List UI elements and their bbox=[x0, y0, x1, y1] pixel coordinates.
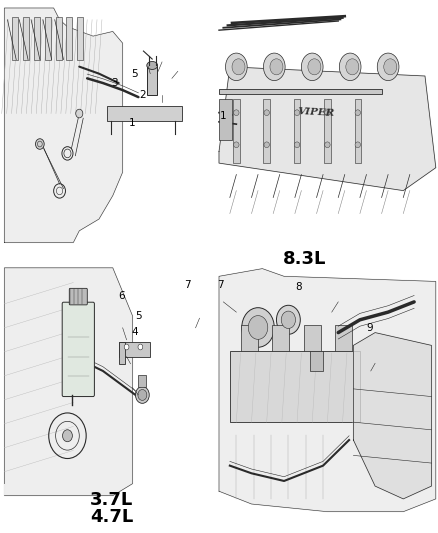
Ellipse shape bbox=[264, 142, 269, 148]
Polygon shape bbox=[4, 8, 123, 243]
Bar bbox=[263, 99, 270, 163]
Bar bbox=[23, 18, 29, 60]
Bar bbox=[67, 18, 72, 60]
Ellipse shape bbox=[355, 110, 360, 116]
Bar bbox=[219, 99, 232, 140]
Polygon shape bbox=[219, 67, 436, 191]
Bar bbox=[107, 107, 182, 120]
Text: 4.7L: 4.7L bbox=[90, 508, 133, 526]
Bar bbox=[240, 325, 258, 351]
Ellipse shape bbox=[264, 110, 269, 116]
Text: 2: 2 bbox=[139, 90, 146, 100]
Circle shape bbox=[63, 430, 72, 442]
FancyBboxPatch shape bbox=[62, 302, 95, 397]
Ellipse shape bbox=[384, 59, 397, 75]
Ellipse shape bbox=[339, 53, 361, 80]
Circle shape bbox=[35, 139, 44, 149]
Text: 7: 7 bbox=[184, 280, 191, 290]
Text: 1: 1 bbox=[220, 111, 227, 121]
Ellipse shape bbox=[232, 59, 245, 75]
Bar bbox=[272, 325, 290, 351]
Text: 5: 5 bbox=[135, 311, 142, 320]
Text: 3: 3 bbox=[111, 78, 118, 88]
Bar bbox=[12, 18, 18, 60]
Bar bbox=[147, 66, 157, 95]
Bar bbox=[56, 18, 61, 60]
Circle shape bbox=[281, 311, 296, 328]
Ellipse shape bbox=[301, 53, 323, 80]
Ellipse shape bbox=[147, 61, 158, 69]
Bar bbox=[294, 99, 300, 163]
Ellipse shape bbox=[294, 110, 300, 116]
Ellipse shape bbox=[355, 142, 360, 148]
Text: 8.3L: 8.3L bbox=[283, 249, 326, 268]
Text: 9: 9 bbox=[366, 323, 373, 333]
Ellipse shape bbox=[270, 59, 283, 75]
FancyBboxPatch shape bbox=[69, 288, 87, 305]
Circle shape bbox=[242, 308, 274, 348]
Bar bbox=[119, 342, 150, 357]
Bar bbox=[34, 18, 40, 60]
Bar bbox=[138, 375, 146, 386]
Circle shape bbox=[124, 344, 129, 350]
Ellipse shape bbox=[377, 53, 399, 80]
Text: 6: 6 bbox=[118, 291, 125, 301]
Bar bbox=[45, 18, 51, 60]
Circle shape bbox=[248, 316, 268, 340]
Circle shape bbox=[138, 390, 147, 400]
Bar bbox=[310, 351, 323, 371]
Polygon shape bbox=[219, 269, 436, 512]
Text: 4: 4 bbox=[131, 327, 138, 336]
Polygon shape bbox=[353, 333, 431, 499]
Polygon shape bbox=[4, 268, 133, 496]
Ellipse shape bbox=[308, 59, 321, 75]
Ellipse shape bbox=[233, 142, 239, 148]
Ellipse shape bbox=[325, 110, 330, 116]
Bar bbox=[354, 99, 361, 163]
Text: 3.7L: 3.7L bbox=[90, 491, 133, 509]
Text: 7: 7 bbox=[217, 280, 224, 290]
Bar bbox=[219, 88, 381, 94]
Circle shape bbox=[76, 109, 83, 118]
Bar bbox=[304, 325, 321, 351]
Bar bbox=[335, 325, 352, 351]
Ellipse shape bbox=[263, 53, 285, 80]
Text: 1: 1 bbox=[129, 118, 136, 127]
Bar bbox=[77, 18, 83, 60]
Ellipse shape bbox=[294, 142, 300, 148]
Bar bbox=[119, 342, 125, 364]
Ellipse shape bbox=[325, 142, 330, 148]
Bar bbox=[324, 99, 331, 163]
Circle shape bbox=[276, 305, 300, 334]
Bar bbox=[230, 351, 360, 422]
Ellipse shape bbox=[233, 110, 239, 116]
Circle shape bbox=[138, 344, 143, 350]
Text: VIPER: VIPER bbox=[298, 107, 336, 118]
Text: 5: 5 bbox=[131, 69, 138, 78]
Circle shape bbox=[135, 386, 149, 403]
Ellipse shape bbox=[346, 59, 359, 75]
Ellipse shape bbox=[226, 53, 247, 80]
Text: 8: 8 bbox=[295, 282, 302, 292]
Bar bbox=[233, 99, 240, 163]
